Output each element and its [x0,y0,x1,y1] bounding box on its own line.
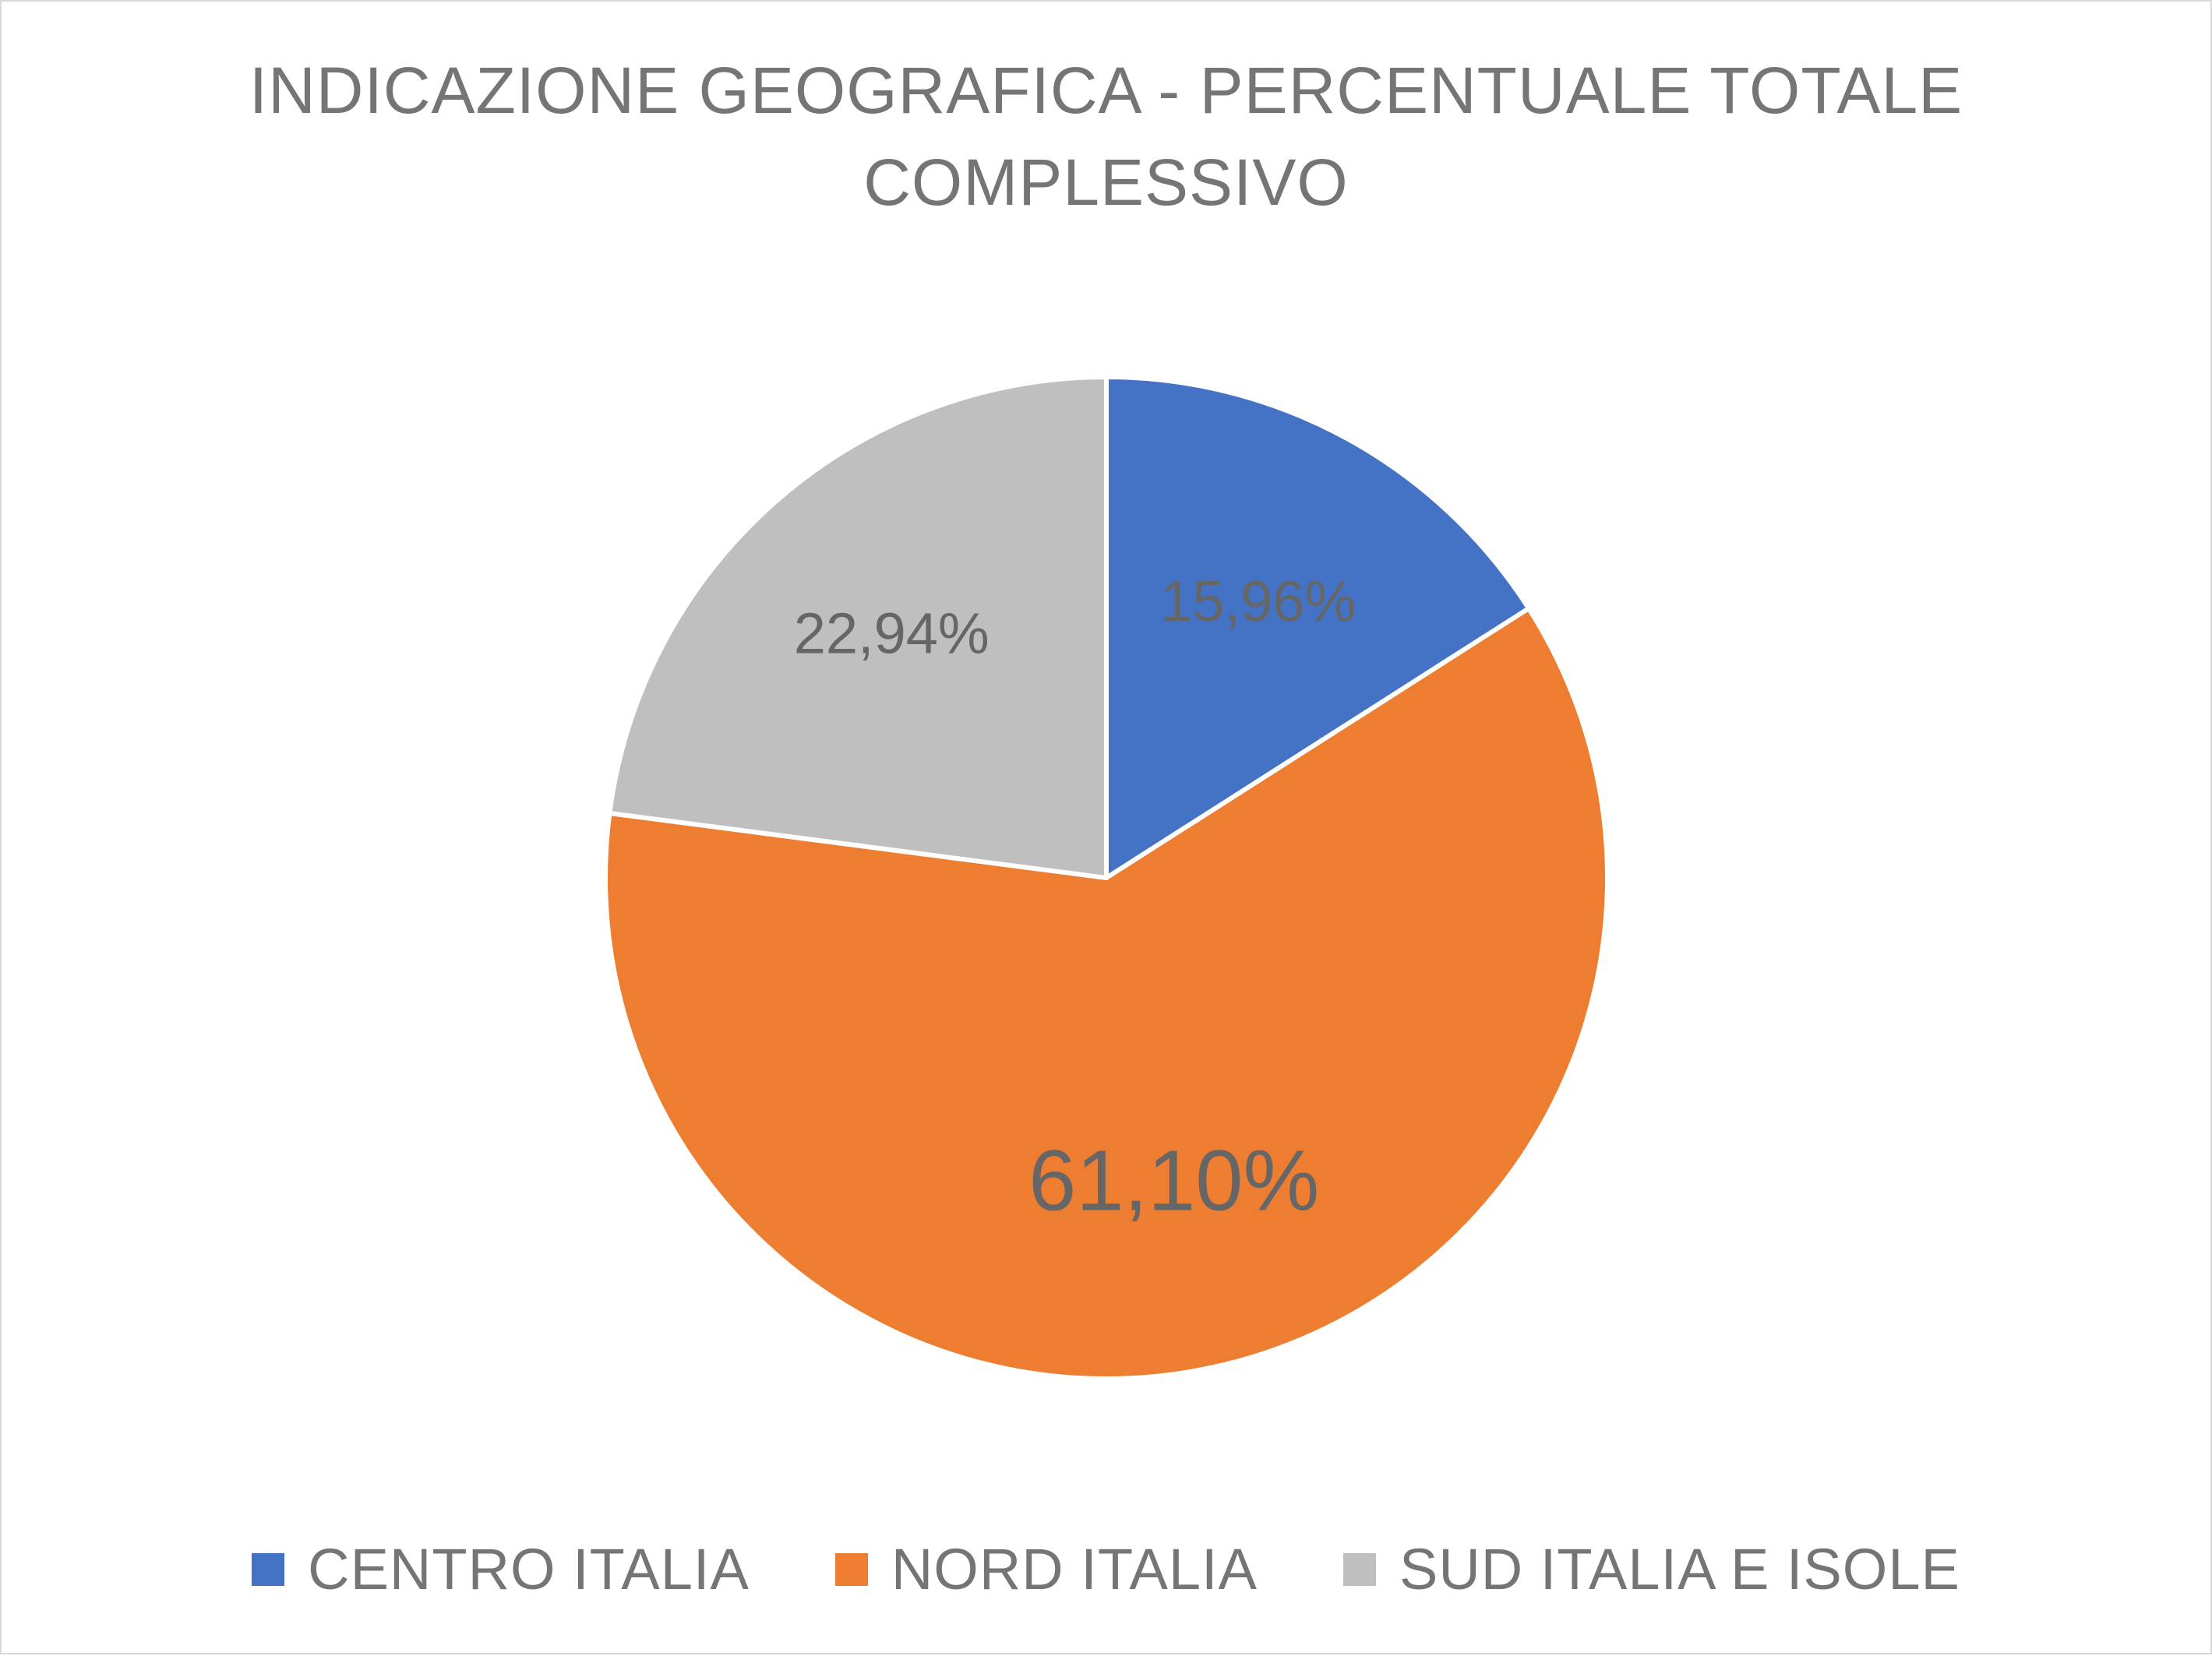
legend-label-nord-italia: NORD ITALIA [891,1537,1258,1601]
data-label-sud-italia-e-isole: 22,94% [794,601,990,665]
legend-label-sud-italia-e-isole: SUD ITALIA E ISOLE [1399,1537,1960,1601]
pie-slice-nord-italia[interactable] [603,606,1610,1381]
legend-swatch-sud-italia-e-isole [1342,1553,1376,1586]
chart-title-line-2: COMPLESSIVO [863,146,1349,219]
data-label-centro-italia: 15,96% [1160,569,1356,633]
legend-label-centro-italia: CENTRO ITALIA [308,1537,750,1601]
pie-slice-sud-italia-e-isole[interactable] [607,375,1109,880]
chart-title-line-1: INDICAZIONE GEOGRAFICA - PERCENTUALE TOT… [249,54,1963,127]
legend-item-nord-italia[interactable]: NORD ITALIA [834,1534,1258,1605]
legend-item-sud-italia-e-isole[interactable]: SUD ITALIA E ISOLE [1342,1534,1960,1605]
pie-slice-centro-italia[interactable] [1104,375,1532,880]
pie-slices [603,375,1610,1381]
legend-swatch-centro-italia [252,1553,285,1586]
pie-data-labels: 15,96% 61,10% 22,94% [794,569,1356,1228]
data-label-nord-italia: 61,10% [1028,1133,1319,1229]
legend-swatch-nord-italia [834,1553,868,1586]
chart-title: INDICAZIONE GEOGRAFICA - PERCENTUALE TOT… [157,44,2055,228]
chart-legend: CENTRO ITALIA NORD ITALIA SUD ITALIA E I… [2,1527,2210,1612]
legend-item-centro-italia[interactable]: CENTRO ITALIA [252,1534,750,1605]
